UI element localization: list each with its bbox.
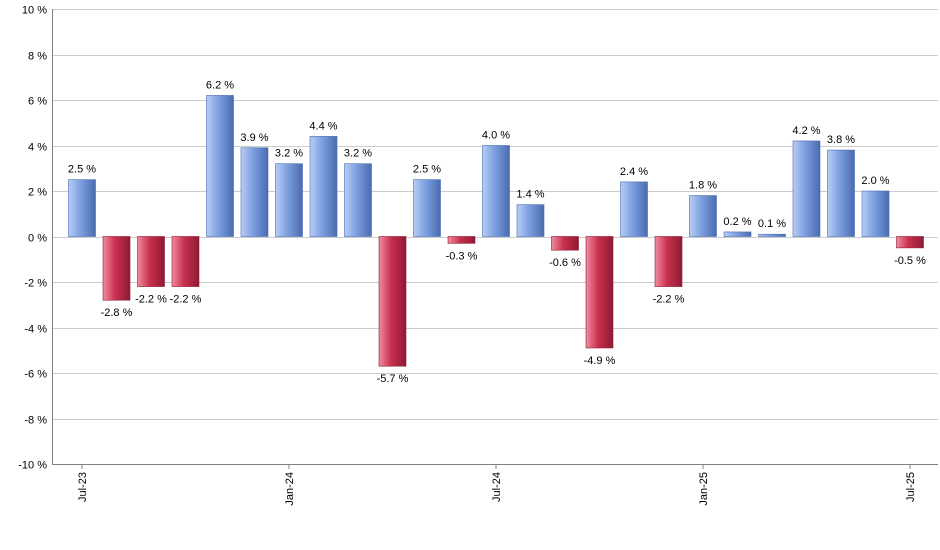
bar: [171, 236, 200, 287]
data-label: 0.2 %: [723, 216, 751, 228]
x-tick-label: Jul-23: [77, 472, 89, 502]
data-label: -2.2 %: [135, 294, 167, 306]
bar: [275, 163, 303, 237]
x-tick-label: Jan-24: [284, 472, 296, 506]
x-tick-label: Jul-25: [905, 472, 917, 502]
y-tick-label: -10 %: [18, 460, 47, 472]
data-label: -0.6 %: [549, 257, 581, 269]
bar: [689, 195, 717, 237]
data-label: -5.7 %: [377, 373, 409, 385]
bar: [551, 236, 579, 251]
bar: [792, 140, 821, 237]
data-label: 1.4 %: [516, 189, 544, 201]
bar: [309, 136, 338, 237]
data-label: -2.2 %: [653, 294, 685, 306]
data-label: 2.4 %: [620, 166, 648, 178]
bar: [137, 236, 165, 287]
bar: [654, 236, 683, 287]
data-label: -4.9 %: [584, 355, 616, 367]
y-tick-label: 0 %: [28, 233, 47, 245]
data-label: 3.2 %: [344, 148, 372, 160]
bar: [516, 204, 545, 237]
bar: [896, 236, 924, 249]
axes: 10 % 8 % 6 % 4 % 2 % 0 % -2 % -4 % -6 % -8 % -10 %…: [18, 5, 938, 506]
data-label: 2.5 %: [413, 164, 441, 176]
y-tick-label: -6 %: [24, 369, 47, 381]
bar: [344, 163, 372, 237]
data-label: 3.2 %: [275, 148, 303, 160]
bar: [620, 181, 648, 237]
y-tick-label: -4 %: [24, 324, 47, 336]
bars: [68, 95, 924, 367]
data-label: 1.8 %: [689, 180, 717, 192]
bar: [861, 190, 890, 237]
bar: [378, 236, 407, 367]
bar: [482, 145, 510, 237]
data-label: 4.0 %: [482, 130, 510, 142]
data-label: 4.4 %: [309, 120, 337, 132]
bar: [827, 149, 855, 237]
data-label: 6.2 %: [206, 79, 234, 91]
bar: [758, 233, 786, 237]
bar: [723, 231, 752, 237]
data-label: 2.0 %: [861, 175, 889, 187]
x-tick-label: Jul-24: [491, 472, 503, 502]
y-tick-label: 10 %: [22, 5, 47, 17]
data-label: -0.5 %: [894, 255, 926, 267]
data-label: -2.8 %: [101, 307, 133, 319]
bar: [413, 179, 441, 237]
data-label: 2.5 %: [68, 164, 96, 176]
data-label: 3.8 %: [827, 134, 855, 146]
data-label: 0.1 %: [758, 218, 786, 230]
data-label: 3.9 %: [240, 132, 268, 144]
y-tick-label: 4 %: [28, 142, 47, 154]
y-tick-label: 6 %: [28, 96, 47, 108]
bar: [206, 95, 234, 237]
y-tick-label: -8 %: [24, 415, 47, 427]
data-label: 4.2 %: [792, 125, 820, 137]
data-label: -0.3 %: [446, 250, 478, 262]
y-tick-label: 8 %: [28, 51, 47, 63]
data-labels: 2.5 %-2.8 %-2.2 % -2.2 %6.2 %3.9 %3.2 %4.…: [68, 79, 926, 385]
bar: [585, 236, 614, 349]
x-tick-label: Jan-25: [698, 472, 710, 506]
y-tick-label: 2 %: [28, 187, 47, 199]
data-label: -2.2 %: [170, 294, 202, 306]
bar: [240, 147, 269, 237]
bar: [102, 236, 131, 301]
bar: [68, 179, 96, 237]
bar: [447, 236, 476, 244]
y-tick-label: -2 %: [24, 278, 47, 290]
